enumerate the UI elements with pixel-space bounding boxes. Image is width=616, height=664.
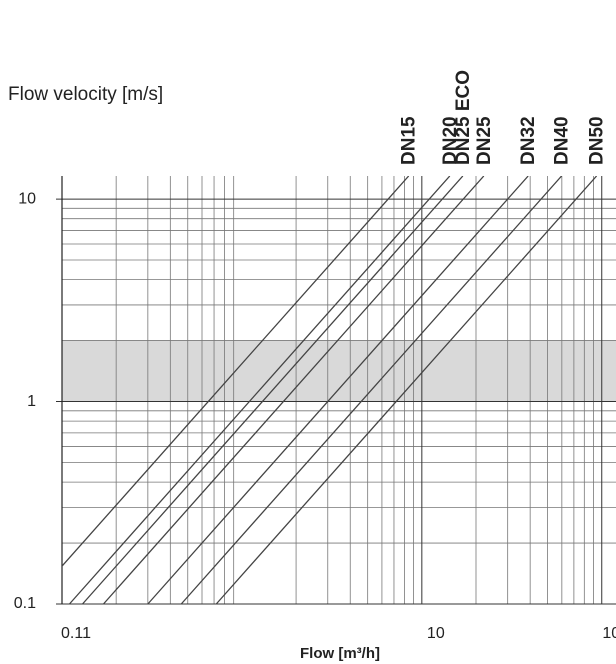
line [82, 176, 464, 605]
x-tick-label: 100 [602, 625, 616, 642]
series-label: DN20 [440, 116, 461, 165]
x-tick-label: 0.11 [61, 625, 91, 642]
series-label: DN25 ECO [453, 70, 474, 165]
line [102, 176, 485, 605]
series-label: DN15 [399, 116, 420, 165]
x-axis-label: Flow [m³/h] [300, 645, 380, 662]
series-label: DN40 [552, 116, 573, 165]
series-label: DN50 [587, 116, 608, 165]
y-tick-label: 0.1 [14, 595, 36, 612]
y-tick-label: 1 [27, 393, 36, 410]
line [147, 176, 529, 605]
series-label: DN32 [518, 116, 539, 165]
line [68, 176, 451, 605]
band [62, 340, 616, 402]
line [215, 176, 598, 605]
y-tick-label: 10 [18, 190, 36, 207]
x-tick-label: 10 [427, 625, 445, 642]
series-label: DN25 [474, 116, 495, 165]
line [62, 176, 410, 568]
lines [62, 176, 598, 605]
chart-title: Flow velocity [m/s] [8, 84, 163, 105]
line [180, 176, 563, 605]
